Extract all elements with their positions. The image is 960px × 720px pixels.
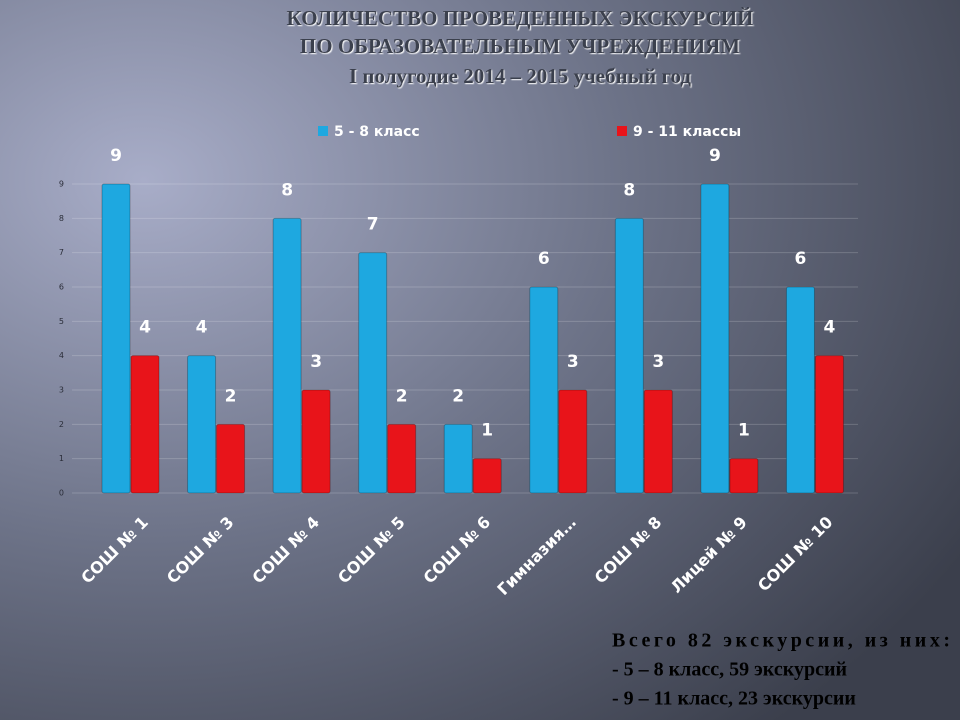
y-tick-label: 2 [59,420,64,429]
bar [643,389,673,494]
chart-title: ПО ОБРАЗОВАТЕЛЬНЫМ УЧРЕЖДЕНИЯМ [300,34,740,58]
y-tick-label: 4 [59,351,64,360]
bar [387,423,417,494]
bar [443,423,473,494]
bar [187,355,217,494]
note: - 5 – 8 класс, 59 экскурсий [612,659,847,681]
value-label: 9 [709,146,721,166]
legend-label: 9 - 11 классы [633,124,741,140]
bar [216,423,246,494]
y-tick-label: 1 [59,454,64,463]
legend-swatch [617,126,627,136]
y-tick-label: 0 [59,489,64,498]
y-tick-label: 3 [59,386,64,395]
bar [700,183,730,494]
bar [130,355,160,494]
value-label: 3 [567,352,579,372]
chart-title: КОЛИЧЕСТВО ПРОВЕДЕННЫХ ЭКСКУРСИЙ [287,6,754,30]
value-label: 4 [196,318,208,338]
y-tick-label: 8 [59,214,64,223]
bar [101,183,131,494]
y-tick-label: 5 [59,317,64,326]
note: - 9 – 11 класс, 23 экскурсии [612,688,856,710]
chart-subtitle: I полугодие 2014 – 2015 учебный год [349,64,691,88]
value-label: 4 [824,318,836,338]
y-tick-label: 9 [59,180,64,189]
note: Всего 82 экскурсии, из них: [612,630,950,652]
value-label: 2 [396,386,408,406]
legend-label: 5 - 8 класс [334,124,420,140]
value-label: 2 [225,386,237,406]
value-label: 6 [795,249,807,269]
value-label: 9 [110,146,122,166]
value-label: 7 [367,215,379,235]
value-label: 4 [139,318,151,338]
bar [558,389,588,494]
legend-swatch [318,126,328,136]
value-label: 1 [481,421,493,441]
value-label: 3 [310,352,322,372]
bar [785,286,815,494]
bar [729,458,759,494]
bar [614,217,644,494]
bar [272,217,302,494]
bar [301,389,331,494]
y-tick-label: 6 [59,283,64,292]
y-tick-label: 7 [59,248,64,257]
value-label: 6 [538,249,550,269]
bar [529,286,559,494]
value-label: 1 [738,421,750,441]
bar [814,355,844,494]
value-label: 2 [452,386,464,406]
value-label: 8 [281,180,293,200]
value-label: 3 [652,352,664,372]
value-label: 8 [623,180,635,200]
bar [472,458,502,494]
bar [358,252,388,494]
